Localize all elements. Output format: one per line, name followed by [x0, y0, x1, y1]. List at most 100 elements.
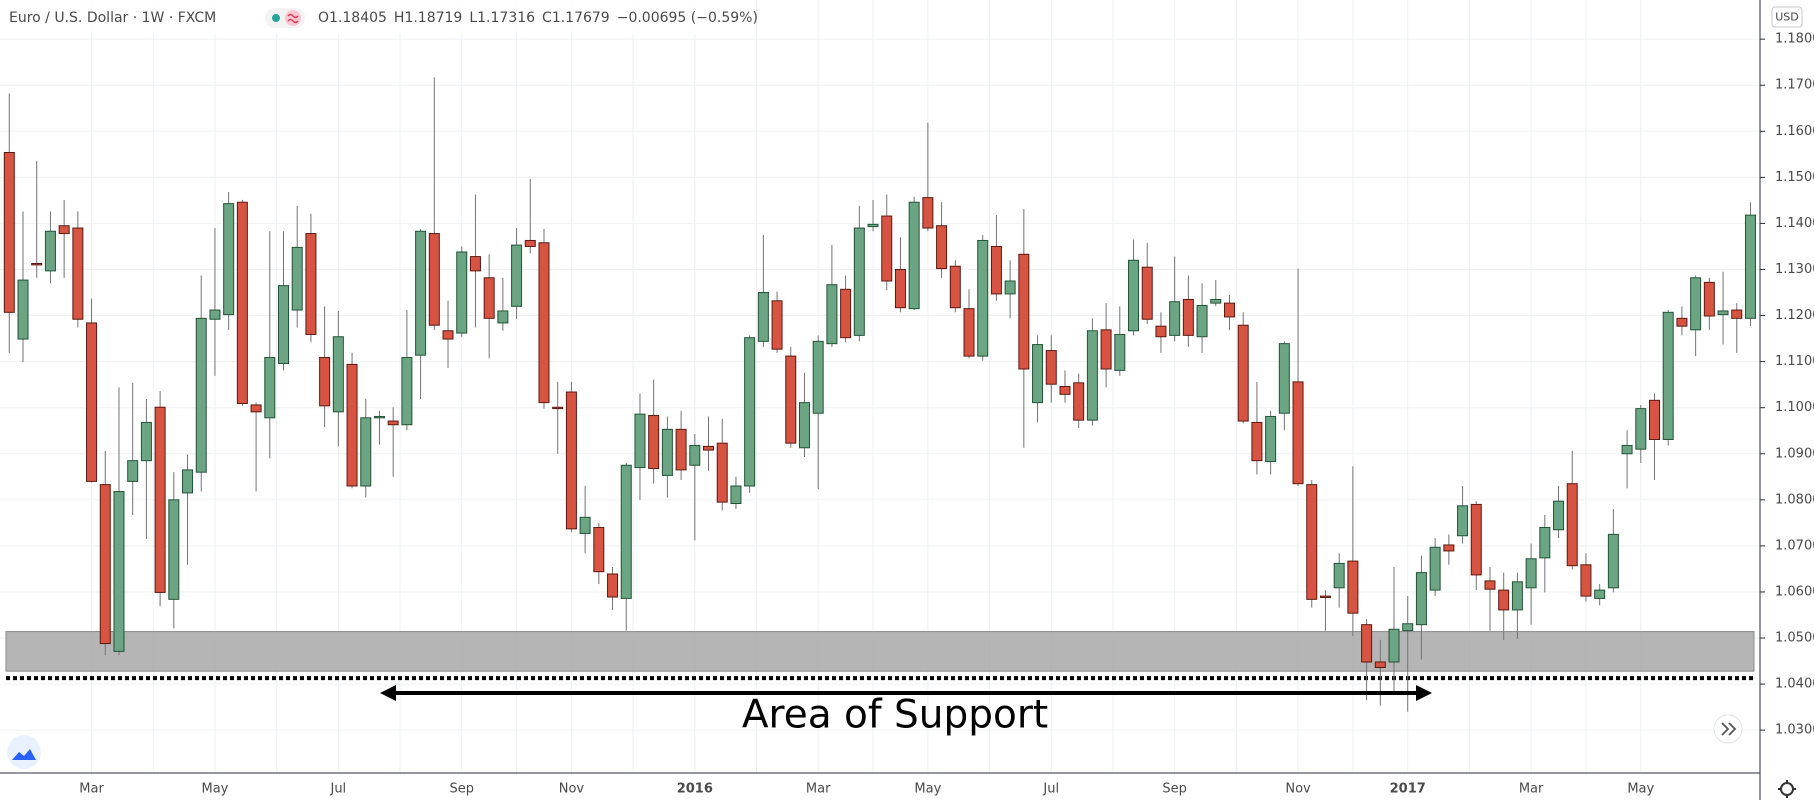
candle-body: [1607, 533, 1619, 589]
y-tick-label: 1.10000: [1775, 400, 1814, 415]
candle-body: [401, 356, 413, 426]
candle-body: [182, 469, 194, 494]
candle-body: [1100, 329, 1112, 370]
candle-body: [757, 292, 769, 342]
candle-body: [1676, 317, 1688, 327]
settings-button[interactable]: [1778, 780, 1796, 798]
candle-body: [346, 363, 358, 487]
candle-body: [1155, 325, 1167, 338]
x-tick-label: Mar: [1519, 782, 1544, 797]
x-tick-label: Jul: [1042, 782, 1059, 797]
currency-label: USD: [1775, 11, 1799, 24]
candle-body: [963, 308, 975, 357]
x-tick-label: 2017: [1390, 782, 1426, 797]
candle-body: [332, 336, 344, 413]
candle-body: [1443, 544, 1455, 552]
x-tick-label: Nov: [1285, 782, 1311, 797]
y-tick-label: 1.14000: [1775, 216, 1814, 231]
candle-body: [648, 415, 660, 469]
candle-body: [1319, 595, 1331, 598]
y-tick-label: 1.13000: [1775, 262, 1814, 277]
candle-body: [1539, 526, 1551, 559]
candle-body: [428, 233, 440, 326]
candle-body: [1744, 214, 1756, 319]
y-tick-label: 1.04000: [1775, 677, 1814, 692]
candle-body: [140, 421, 152, 462]
candle-body: [127, 460, 139, 482]
candle-body: [607, 573, 619, 598]
candle-body: [1265, 415, 1277, 463]
candle-body: [415, 230, 427, 356]
candle-body: [730, 485, 742, 505]
candle-body: [579, 516, 591, 534]
candle-body: [1566, 483, 1578, 567]
candle-body: [1237, 324, 1249, 422]
candle-body: [1662, 311, 1674, 440]
candle-body: [977, 239, 989, 357]
y-tick-label: 1.12000: [1775, 308, 1814, 323]
candle-body: [894, 268, 906, 309]
candle-body: [867, 223, 879, 228]
candle-body: [1306, 484, 1318, 600]
candle-body: [785, 355, 797, 444]
x-tick-label: 2016: [677, 782, 713, 797]
currency-button[interactable]: [1771, 6, 1803, 28]
candle-body: [922, 197, 934, 229]
arrow-head: [380, 685, 396, 701]
candle-body: [72, 227, 84, 320]
candle-body: [1210, 298, 1222, 304]
candle-body: [1059, 386, 1071, 395]
ohlc-value: H1.18719: [394, 10, 462, 26]
y-tick-label: 1.03000: [1775, 723, 1814, 738]
candle-body: [3, 151, 15, 313]
candle-body: [58, 225, 70, 235]
symbol-title: Euro / U.S. Dollar · 1W · FXCM: [9, 10, 216, 26]
candle-body: [1415, 572, 1427, 626]
x-tick-label: Sep: [1162, 782, 1187, 797]
candle-body: [113, 491, 125, 652]
candle-body: [195, 317, 207, 473]
candle-body: [1292, 381, 1304, 485]
candle-body: [1470, 503, 1482, 576]
candle-body: [524, 239, 536, 247]
axes: 1.03000 1.04000 1.05000 1.06000 1.07000 1.080…: [79, 32, 1814, 797]
candle-body: [1278, 343, 1290, 414]
candle-body: [1388, 628, 1400, 663]
x-tick-label: Jul: [329, 782, 346, 797]
candle-body: [483, 277, 495, 319]
y-tick-label: 1.07000: [1775, 538, 1814, 553]
candle-body: [223, 203, 235, 316]
candle-body: [1498, 589, 1510, 611]
candle-body: [1511, 581, 1523, 611]
candle-body: [634, 413, 646, 469]
candle-body: [1580, 564, 1592, 597]
candle-body: [1086, 330, 1098, 421]
candle-body: [264, 356, 276, 419]
candle-body: [552, 406, 564, 410]
y-tick-label: 1.08000: [1775, 492, 1814, 507]
ohlc-value: −0.00695 (−0.59%): [617, 10, 758, 26]
candle-body: [812, 340, 824, 414]
gear-ring: [1780, 782, 1794, 796]
candle-body: [798, 402, 810, 449]
logo[interactable]: [7, 735, 41, 769]
candle-body: [771, 300, 783, 350]
candle-body: [1018, 253, 1030, 370]
candle-body: [689, 444, 701, 466]
y-tick-label: 1.06000: [1775, 584, 1814, 599]
status-dot: [272, 14, 280, 22]
support-layer: [5, 631, 1755, 681]
candle-body: [565, 391, 577, 530]
candle-body: [949, 265, 961, 309]
candle-body: [1347, 560, 1359, 614]
y-tick-label: 1.18000: [1775, 32, 1814, 47]
candle-body: [1169, 301, 1181, 336]
candle-body: [456, 251, 468, 334]
candle-body: [661, 428, 673, 476]
candle-body: [990, 245, 1002, 295]
support-zone: [5, 631, 1755, 672]
candle-body: [1457, 505, 1469, 537]
candle-body: [99, 484, 111, 645]
y-tick-label: 1.17000: [1775, 78, 1814, 93]
